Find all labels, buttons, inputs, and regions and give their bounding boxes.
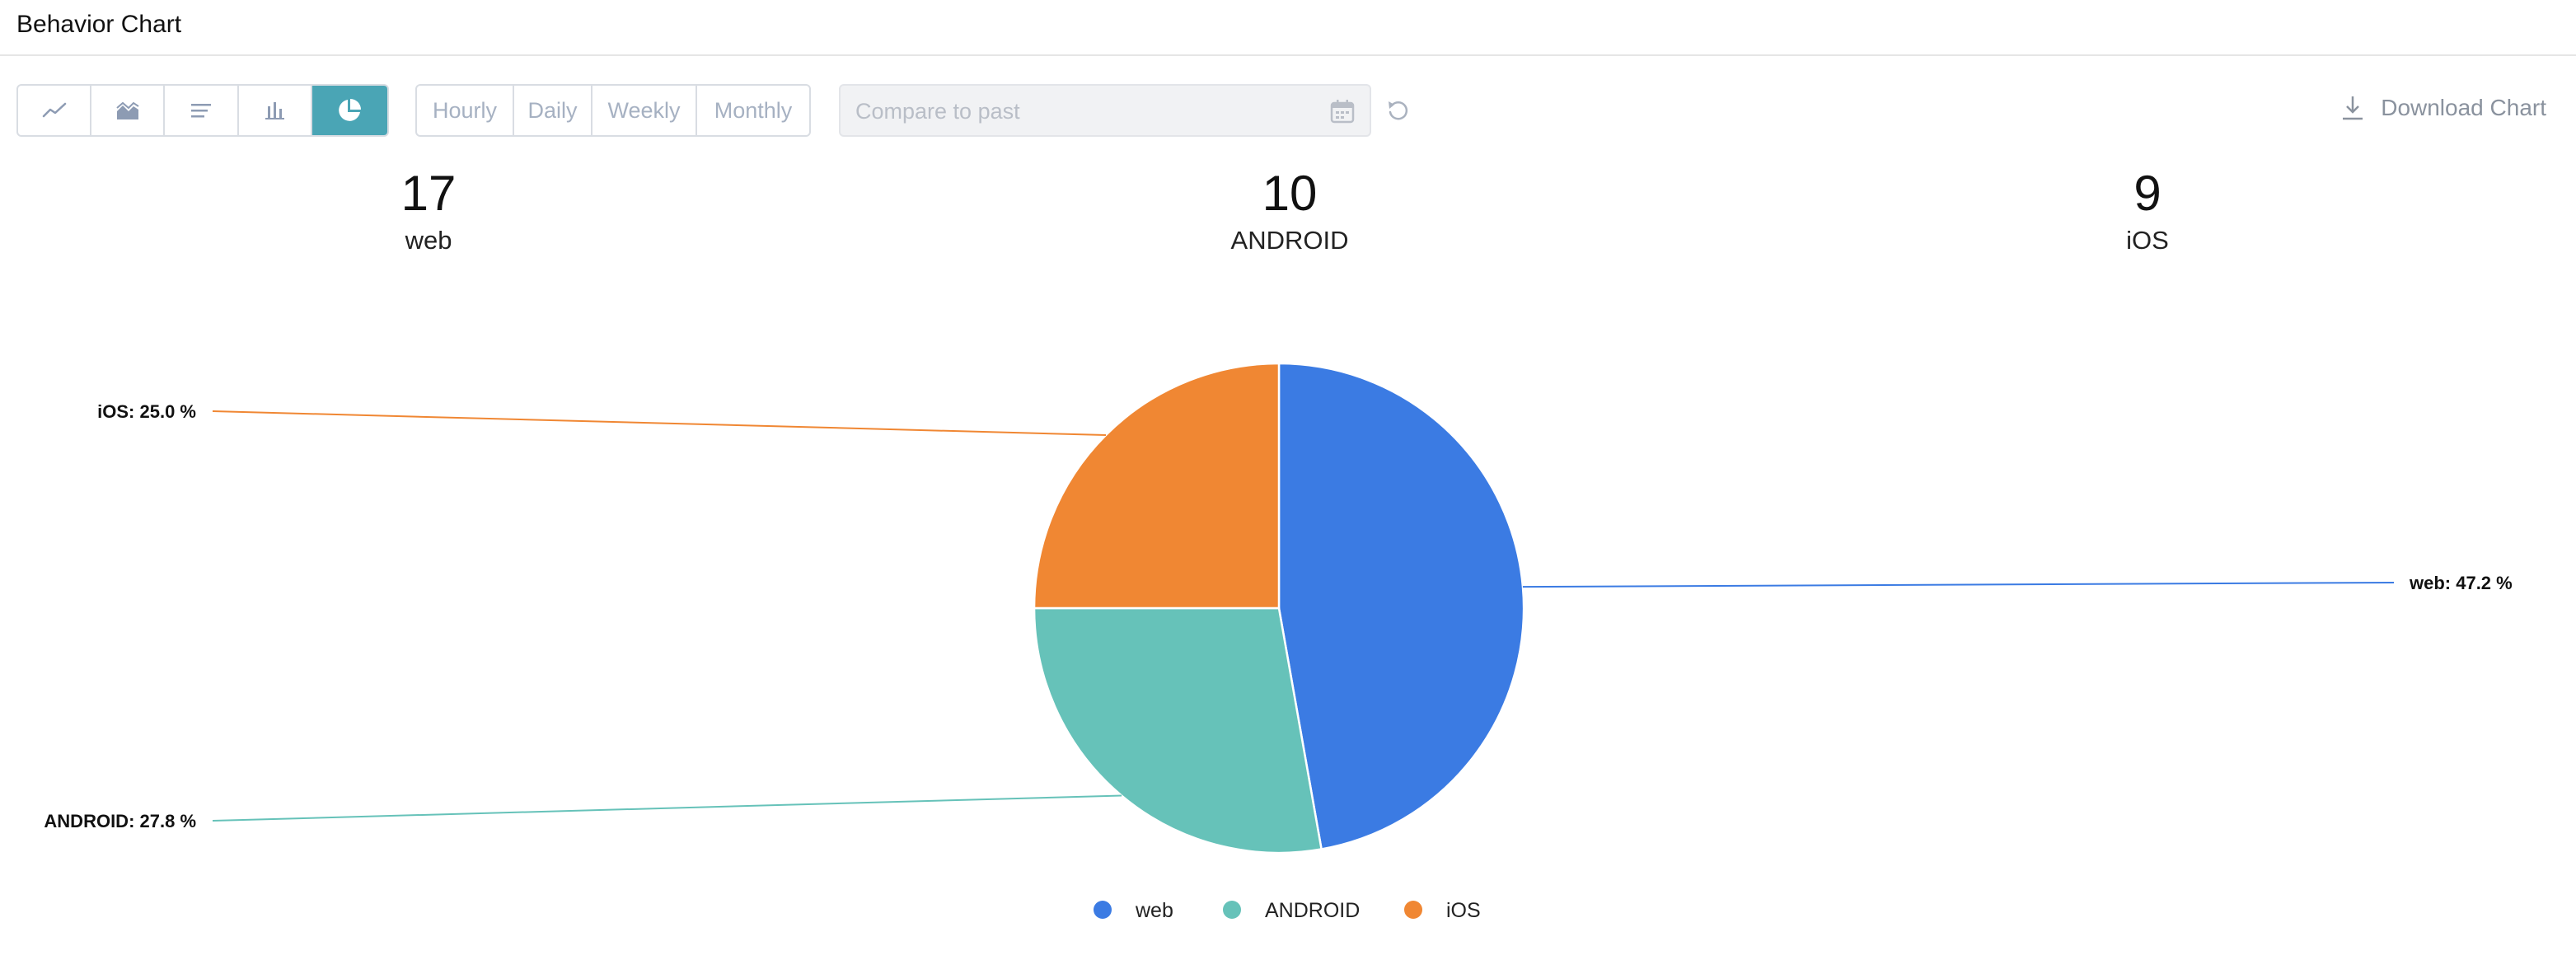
period-daily-button[interactable]: Daily	[514, 86, 592, 135]
line-chart-button[interactable]	[18, 86, 92, 135]
area-chart-icon	[116, 101, 139, 119]
stat-android-label: ANDROID	[1230, 226, 1349, 255]
reset-icon[interactable]	[1384, 97, 1411, 124]
pie-leader-ios	[212, 410, 1107, 436]
legend-label-ios[interactable]: iOS	[1446, 899, 1481, 922]
pie-leader-web	[1522, 582, 2395, 588]
chart-header: Behavior Chart	[0, 0, 2576, 56]
legend-label-web[interactable]: web	[1135, 899, 1173, 922]
stat-web-label: web	[405, 226, 452, 255]
stat-web: 17 web	[305, 165, 552, 257]
pie-slice-web[interactable]	[1277, 362, 1525, 850]
download-icon	[2343, 96, 2363, 120]
bar-chart-icon	[265, 102, 285, 119]
pie-chart-icon	[339, 99, 362, 121]
line-chart-icon	[42, 102, 66, 118]
stat-android: 10 ANDROID	[1166, 165, 1413, 257]
stat-ios-value: 9	[2133, 166, 2161, 221]
pie-slice-android[interactable]	[1033, 606, 1323, 855]
chart-type-selector	[16, 84, 389, 137]
stat-web-value: 17	[400, 166, 457, 221]
calendar-icon[interactable]	[1328, 97, 1356, 125]
pie-slice-ios[interactable]	[1033, 362, 1281, 610]
pie-label-ios: iOS: 25.0 %	[97, 401, 196, 422]
period-selector: Hourly Daily Weekly Monthly	[415, 84, 811, 137]
period-hourly-button[interactable]: Hourly	[417, 86, 514, 135]
bar-chart-button[interactable]	[239, 86, 312, 135]
stat-android-value: 10	[1262, 166, 1318, 221]
pie-label-web: web: 47.2 %	[2409, 573, 2513, 593]
compare-date-field[interactable]	[839, 84, 1371, 137]
legend-marker-ios[interactable]	[1404, 901, 1422, 919]
legend-marker-web[interactable]	[1094, 901, 1112, 919]
area-chart-button[interactable]	[91, 86, 166, 135]
period-monthly-button[interactable]: Monthly	[714, 97, 793, 123]
horizontal-bar-icon	[191, 104, 211, 118]
period-weekly-button[interactable]: Weekly	[592, 86, 697, 135]
stat-ios-label: iOS	[2126, 226, 2169, 255]
stat-ios: 9 iOS	[2024, 165, 2271, 257]
pie-chart-button[interactable]	[311, 86, 387, 135]
horizontal-bar-button[interactable]	[165, 86, 239, 135]
pie-leader-android	[212, 794, 1122, 822]
legend-marker-android[interactable]	[1223, 901, 1241, 919]
download-chart-label: Download Chart	[2381, 95, 2546, 120]
pie-label-android: ANDROID: 27.8 %	[44, 811, 196, 831]
compare-input[interactable]	[854, 94, 1318, 129]
page-title: Behavior Chart	[16, 11, 182, 38]
legend-label-android[interactable]: ANDROID	[1265, 899, 1360, 922]
download-chart-button[interactable]: Download Chart	[2338, 87, 2546, 129]
